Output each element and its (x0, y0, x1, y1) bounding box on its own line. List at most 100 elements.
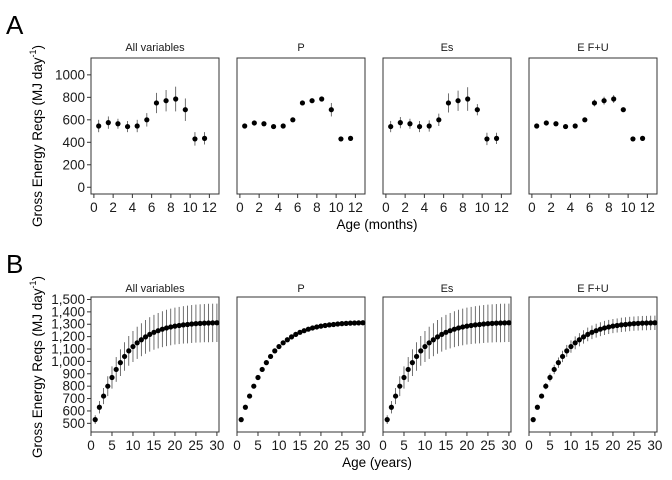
data-point (631, 321, 637, 327)
data-point (356, 320, 362, 326)
data-point (426, 340, 432, 346)
data-point (261, 121, 267, 127)
y-tick-label: 200 (62, 157, 85, 172)
data-point (210, 320, 216, 326)
facet-panel-border (528, 57, 658, 195)
data-point (238, 417, 244, 423)
x-tick-label: 2 (109, 200, 117, 215)
data-point (407, 121, 413, 127)
y-tick-label: 800 (62, 379, 85, 394)
data-point (485, 321, 491, 327)
data-point (163, 325, 170, 331)
data-point (193, 321, 199, 327)
data-point (182, 107, 188, 113)
data-point (153, 100, 160, 106)
x-tick-label: 6 (440, 200, 448, 215)
data-point (314, 324, 320, 330)
plots-layer: Gross Energy Reqs (MJ day-1)Age (months)… (28, 42, 662, 470)
x-tick-label: 25 (626, 438, 641, 453)
data-point (497, 320, 504, 326)
data-point (115, 121, 121, 127)
data-point (538, 393, 545, 399)
x-tick-label: 12 (348, 200, 363, 215)
x-tick-label: 12 (494, 200, 509, 215)
data-point (168, 324, 174, 330)
data-point (627, 321, 633, 327)
y-axis-title-superscript: -1 (28, 49, 38, 57)
x-tick-label: 0 (236, 200, 244, 215)
data-point (591, 100, 598, 106)
x-tick-label: 10 (329, 200, 344, 215)
data-point (259, 366, 265, 373)
y-tick-label: 600 (62, 403, 85, 418)
y-axis-title-main: Gross Energy Reqs (MJ day (30, 57, 45, 227)
x-tick-label: 10 (183, 200, 198, 215)
panel-b-letter: B (6, 249, 23, 279)
x-tick-label: 2 (401, 200, 409, 215)
x-tick-label: 0 (525, 438, 533, 453)
data-point (622, 321, 629, 328)
data-point (126, 348, 132, 354)
data-point (301, 328, 307, 334)
data-point (568, 343, 574, 350)
data-point (197, 320, 203, 326)
data-point (506, 320, 512, 326)
data-point (582, 117, 588, 123)
data-point (322, 322, 328, 329)
facet-strip-label: P (297, 283, 304, 295)
y-tick-label: 1,200 (51, 329, 85, 344)
data-point (280, 340, 286, 346)
x-tick-label: 0 (382, 200, 390, 215)
data-point (184, 321, 191, 328)
data-point (192, 136, 198, 142)
data-point (585, 331, 591, 338)
data-point (593, 328, 599, 334)
facet-panel-border (236, 296, 366, 433)
data-point (142, 334, 149, 340)
x-tick-label: 5 (400, 438, 408, 453)
x-tick-label: 4 (129, 200, 137, 215)
y-axis-title: Gross Energy Reqs (MJ day-1) (28, 45, 45, 227)
data-point (562, 123, 569, 130)
data-point (299, 100, 306, 106)
data-point (635, 320, 641, 326)
facet-strip-label: Es (441, 42, 454, 54)
chart-a: Gross Energy Reqs (MJ day-1) Age (months)… (28, 42, 658, 232)
data-point (360, 320, 366, 326)
data-point (652, 320, 658, 326)
facet-strip-label: All variables (125, 283, 185, 295)
data-point (447, 328, 453, 334)
data-point (138, 337, 144, 343)
data-point (297, 329, 303, 335)
data-point (155, 328, 161, 334)
data-point (465, 96, 471, 102)
data-point (455, 325, 462, 331)
data-point (280, 123, 286, 129)
data-point (601, 98, 607, 104)
data-point (347, 135, 354, 141)
data-point (534, 404, 540, 410)
data-point (338, 136, 344, 142)
x-tick-label: 12 (202, 200, 217, 215)
facet-a-3: Es 0 2 4 6 8 10 12 (382, 42, 512, 215)
x-tick-label: 20 (605, 438, 620, 453)
y-tick-label: 800 (62, 90, 85, 105)
data-point (288, 334, 295, 340)
data-point (351, 320, 358, 326)
data-point (564, 348, 570, 354)
data-point (318, 323, 324, 329)
data-point (430, 337, 436, 343)
data-point (439, 331, 445, 338)
x-tick-label: 30 (355, 438, 370, 453)
x-tick-label: 6 (586, 200, 594, 215)
data-point (130, 343, 136, 350)
data-point (502, 320, 508, 326)
data-point (173, 96, 179, 102)
data-point (388, 404, 394, 410)
data-point (134, 340, 140, 346)
x-tick-label: 4 (275, 200, 283, 215)
facet-b-1: All variables 0 5 10 15 20 25 30 (87, 283, 224, 453)
y-axis-title-superscript: -1 (28, 280, 38, 288)
data-point (263, 360, 269, 366)
